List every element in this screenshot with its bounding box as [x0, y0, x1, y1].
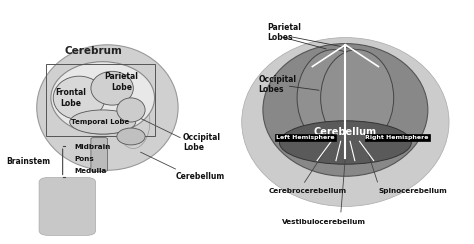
Ellipse shape — [51, 62, 155, 134]
Ellipse shape — [320, 50, 394, 146]
Text: Left Hemisphere: Left Hemisphere — [276, 135, 335, 140]
Text: Brainstem: Brainstem — [6, 157, 50, 166]
Ellipse shape — [36, 45, 178, 170]
Ellipse shape — [263, 44, 428, 176]
Ellipse shape — [279, 121, 411, 164]
Text: Spinocerebellum: Spinocerebellum — [378, 188, 447, 194]
Ellipse shape — [91, 71, 133, 105]
Ellipse shape — [70, 110, 136, 134]
Ellipse shape — [297, 50, 370, 146]
Text: Midbrain: Midbrain — [74, 144, 111, 150]
Text: Temporal Lobe: Temporal Lobe — [71, 119, 129, 125]
Ellipse shape — [242, 38, 449, 206]
Text: Cerebellum: Cerebellum — [314, 127, 377, 137]
Text: Frontal
Lobe: Frontal Lobe — [55, 88, 86, 108]
FancyBboxPatch shape — [39, 177, 96, 235]
Ellipse shape — [117, 98, 145, 122]
Text: Pons: Pons — [74, 156, 94, 163]
Text: Vestibulocerebellum: Vestibulocerebellum — [282, 219, 366, 225]
Ellipse shape — [53, 76, 105, 120]
Text: Parietal
Lobe: Parietal Lobe — [105, 72, 138, 92]
Text: Cerebrocerebellum: Cerebrocerebellum — [269, 188, 347, 194]
Text: Parietal
Lobes: Parietal Lobes — [268, 23, 301, 42]
Text: Medulla: Medulla — [74, 168, 107, 174]
Text: Right Hemisphere: Right Hemisphere — [365, 135, 429, 140]
FancyBboxPatch shape — [91, 138, 108, 172]
Ellipse shape — [117, 128, 145, 145]
Text: Occipital
Lobe: Occipital Lobe — [183, 133, 221, 152]
Text: Occipital
Lobes: Occipital Lobes — [258, 75, 296, 94]
Text: Cerebellum: Cerebellum — [176, 172, 225, 181]
Text: Cerebrum: Cerebrum — [64, 46, 122, 56]
Ellipse shape — [117, 95, 150, 149]
